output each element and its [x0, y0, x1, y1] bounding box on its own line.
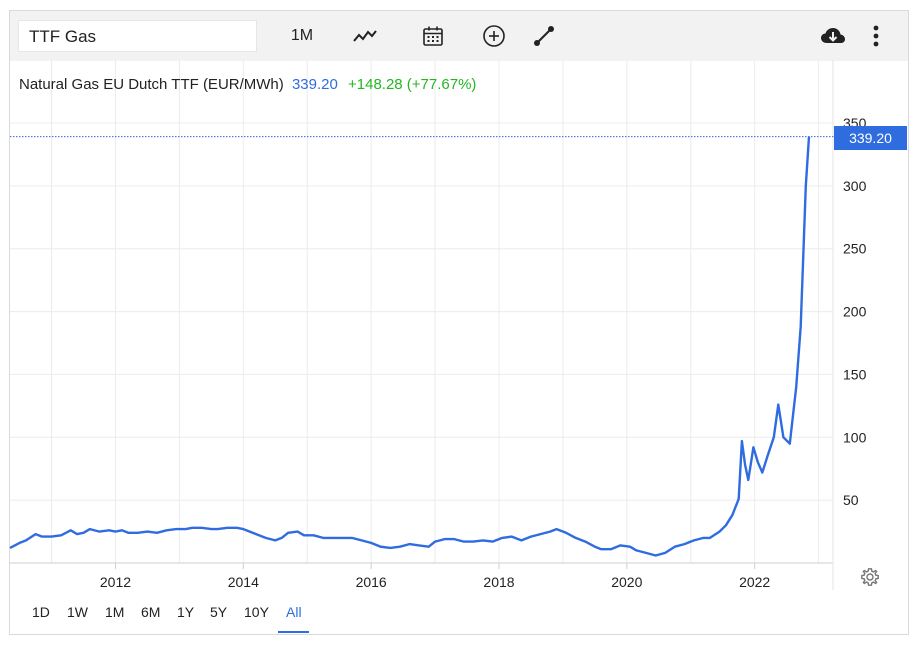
download-icon [821, 28, 845, 43]
x-tick-label: 2018 [483, 574, 514, 590]
search-input[interactable]: TTF Gas [18, 20, 257, 52]
y-tick-label: 250 [843, 241, 867, 257]
range-1d-button[interactable]: 1D [32, 604, 50, 620]
range-1w-button[interactable]: 1W [67, 604, 88, 620]
x-tick-label: 2022 [739, 574, 770, 590]
download-button[interactable] [818, 20, 848, 52]
more-options-button[interactable] [866, 20, 886, 52]
date-range-button[interactable] [418, 20, 448, 52]
price-series-line [9, 136, 811, 557]
line-chart-icon [353, 30, 377, 42]
chart-settings-button[interactable] [860, 567, 880, 587]
y-tick-label: 300 [843, 178, 867, 194]
y-tick-label: 150 [843, 366, 867, 382]
x-tick-label: 2014 [228, 574, 259, 590]
last-price-tag: 339.20 [834, 126, 907, 150]
gear-icon [861, 568, 879, 586]
range-all-button[interactable]: All [286, 604, 302, 620]
add-circle-icon [483, 25, 505, 47]
compare-button[interactable] [479, 20, 509, 52]
toolbar: TTF Gas 1M [10, 11, 908, 61]
range-10y-button[interactable]: 10Y [244, 604, 269, 620]
last-price: 339.20 [291, 76, 338, 93]
x-tick-label: 2016 [356, 574, 387, 590]
price-change: +148.28 (+77.67%) [348, 76, 477, 93]
calendar-icon [423, 26, 443, 46]
y-tick-label: 200 [843, 304, 867, 320]
drawing-tool-button[interactable] [529, 20, 559, 52]
range-6m-button[interactable]: 6M [141, 604, 161, 620]
interval-button[interactable]: 1M [282, 20, 322, 52]
y-tick-label: 100 [843, 429, 867, 445]
range-1y-button[interactable]: 1Y [177, 604, 195, 620]
x-tick-label: 2020 [611, 574, 642, 590]
x-tick-label: 2012 [100, 574, 131, 590]
more-vertical-icon [873, 25, 879, 47]
draw-line-icon [534, 26, 554, 46]
chart-type-button[interactable] [348, 20, 382, 52]
y-tick-label: 50 [843, 492, 859, 508]
instrument-name: Natural Gas EU Dutch TTF (EUR/MWh) [19, 76, 284, 93]
range-5y-button[interactable]: 5Y [210, 604, 228, 620]
range-1m-button[interactable]: 1M [105, 604, 125, 620]
chart-widget: TTF Gas 1M [9, 10, 909, 635]
chart-title: Natural Gas EU Dutch TTF (EUR/MWh) 339.2… [19, 76, 476, 93]
interval-label: 1M [290, 27, 314, 44]
